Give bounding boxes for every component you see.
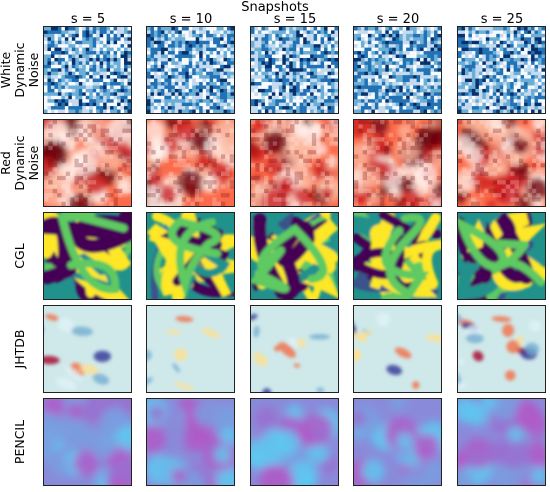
snapshot-panel-pencil-col1: [43, 398, 132, 486]
snapshot-panel-pencil-col3: [250, 398, 339, 486]
column-title-s5: s = 5: [70, 12, 106, 27]
snapshot-panel-red-dynamic-noise-col5: [457, 119, 546, 207]
row-label-line: Dynamic: [12, 135, 27, 191]
snapshot-panel-jhtdb-col3: [250, 305, 339, 393]
column-title-s15: s = 15: [273, 12, 317, 27]
row-label-white-dynamic-noise: White Dynamic Noise: [0, 25, 46, 115]
snapshot-panel-cgl-col1: [43, 212, 132, 300]
snapshot-panel-jhtdb-col5: [457, 305, 546, 393]
snapshot-panel-jhtdb-col2: [146, 305, 235, 393]
row-label-line: CGL: [12, 243, 27, 269]
row-label-cgl: CGL: [0, 211, 46, 301]
row-label-line: Noise: [26, 145, 41, 181]
row-label-line: Dynamic: [12, 42, 27, 98]
super-title: Snapshots: [241, 0, 309, 15]
snapshot-panel-white-dynamic-noise-col3: [250, 26, 339, 114]
snapshot-panel-white-dynamic-noise-col1: [43, 26, 132, 114]
snapshot-panel-red-dynamic-noise-col3: [250, 119, 339, 207]
column-title-s25: s = 25: [480, 12, 524, 27]
snapshot-panel-cgl-col3: [250, 212, 339, 300]
row-label-line: Noise: [26, 52, 41, 88]
snapshot-panel-pencil-col2: [146, 398, 235, 486]
row-label-red-dynamic-noise: Red Dynamic Noise: [0, 118, 46, 208]
snapshot-panel-pencil-col4: [353, 398, 442, 486]
row-label-line: JHTDB: [12, 329, 27, 369]
snapshot-panel-white-dynamic-noise-col4: [353, 26, 442, 114]
snapshot-panel-jhtdb-col4: [353, 305, 442, 393]
snapshot-panel-cgl-col2: [146, 212, 235, 300]
snapshot-panel-pencil-col5: [457, 398, 546, 486]
snapshot-panel-cgl-col5: [457, 212, 546, 300]
row-label-line: PENCIL: [12, 419, 27, 465]
snapshot-panel-red-dynamic-noise-col4: [353, 119, 442, 207]
snapshot-panel-red-dynamic-noise-col2: [146, 119, 235, 207]
snapshot-panel-white-dynamic-noise-col2: [146, 26, 235, 114]
snapshot-panel-white-dynamic-noise-col5: [457, 26, 546, 114]
row-label-pencil: PENCIL: [0, 397, 46, 487]
row-label-jhtdb: JHTDB: [0, 304, 46, 394]
snapshot-panel-red-dynamic-noise-col1: [43, 119, 132, 207]
column-title-s20: s = 20: [376, 12, 420, 27]
column-title-s10: s = 10: [169, 12, 213, 27]
snapshot-panel-jhtdb-col1: [43, 305, 132, 393]
snapshot-panel-cgl-col4: [353, 212, 442, 300]
